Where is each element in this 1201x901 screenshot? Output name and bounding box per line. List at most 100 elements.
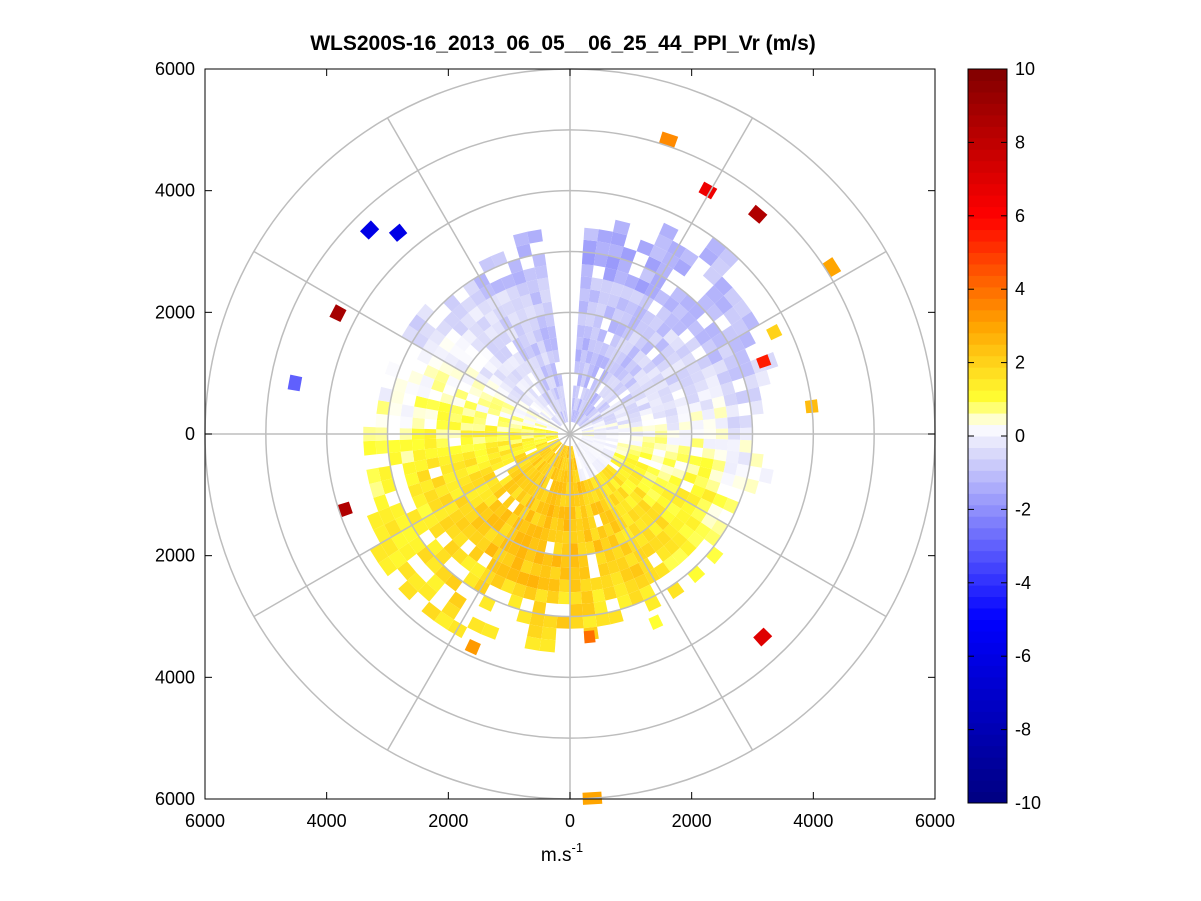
velocity-cell (452, 531, 469, 548)
velocity-cell (502, 402, 516, 412)
velocity-cell (755, 370, 771, 387)
velocity-cell (469, 495, 484, 509)
velocity-cell (725, 450, 740, 464)
velocity-cell (553, 374, 560, 388)
velocity-cell (600, 452, 613, 462)
velocity-cell (629, 491, 643, 504)
velocity-cell (443, 352, 459, 368)
velocity-cell (592, 420, 605, 427)
velocity-cell (491, 532, 506, 548)
velocity-cell (369, 543, 389, 564)
velocity-cell (448, 591, 467, 610)
velocity-cell (615, 502, 628, 517)
velocity-cell (575, 349, 582, 362)
velocity-cell (530, 498, 541, 512)
velocity-cell (546, 426, 559, 432)
velocity-cell (675, 487, 691, 501)
velocity-cell (449, 487, 465, 501)
velocity-cell (674, 460, 689, 472)
velocity-cell (694, 379, 709, 393)
velocity-cell (556, 386, 563, 399)
velocity-cell (515, 403, 528, 413)
velocity-cell (593, 438, 606, 443)
velocity-cell (408, 370, 424, 386)
velocity-cell (452, 320, 469, 337)
velocity-cell (539, 326, 550, 341)
velocity-cell (557, 398, 564, 412)
velocity-cell (575, 518, 584, 532)
velocity-cell (427, 354, 444, 370)
colorbar-band (968, 791, 1007, 804)
velocity-cell (682, 471, 698, 485)
velocity-cell (606, 435, 619, 440)
velocity-cell (454, 359, 470, 374)
velocity-cell (590, 277, 603, 292)
velocity-cell (620, 482, 634, 496)
velocity-cell (549, 337, 559, 351)
velocity-cell (461, 329, 477, 345)
colorbar-band (968, 252, 1007, 265)
colorbar-tick-label: 0 (1015, 426, 1025, 446)
velocity-cell (515, 308, 529, 323)
velocity-cell (718, 247, 739, 268)
velocity-cell (654, 423, 668, 431)
velocity-cell (577, 414, 586, 425)
velocity-cell (612, 455, 625, 465)
velocity-cell (705, 237, 727, 257)
velocity-cell (408, 482, 424, 498)
velocity-cell (546, 504, 555, 518)
velocity-cell (557, 373, 564, 387)
velocity-cell (485, 379, 500, 392)
velocity-cell (581, 517, 591, 531)
velocity-cell (462, 407, 476, 418)
velocity-cell (472, 423, 486, 431)
velocity-cell (677, 445, 691, 456)
velocity-cell (536, 514, 547, 528)
velocity-cell (471, 476, 486, 489)
velocity-cell (598, 404, 611, 414)
velocity-cell (580, 468, 587, 481)
velocity-cell (613, 219, 631, 236)
velocity-cell (468, 306, 485, 323)
velocity-cell (616, 486, 630, 500)
velocity-cell (595, 354, 605, 368)
velocity-cell (627, 474, 641, 487)
velocity-cell (505, 567, 521, 583)
velocity-cell (515, 545, 529, 560)
velocity-cell (571, 409, 576, 423)
velocity-cell (634, 320, 649, 336)
velocity-cell (654, 233, 673, 252)
velocity-cell (520, 534, 533, 549)
velocity-cell (584, 452, 594, 464)
velocity-cell (597, 291, 611, 306)
velocity-cell (561, 410, 567, 423)
y-tick-label: 2000 (155, 302, 195, 322)
velocity-cell (665, 351, 681, 366)
velocity-cell (600, 279, 614, 294)
velocity-cell (637, 374, 651, 387)
velocity-cell (570, 506, 576, 520)
velocity-cell (610, 400, 623, 410)
velocity-cell (612, 489, 625, 503)
velocity-cell (468, 386, 483, 398)
velocity-cell (592, 441, 605, 448)
velocity-cell (554, 414, 563, 425)
velocity-cell (617, 468, 631, 479)
velocity-cell (542, 301, 554, 315)
colorbar-band (968, 378, 1007, 391)
velocity-cell (459, 351, 475, 366)
velocity-cell (474, 501, 489, 516)
colorbar-band (968, 504, 1007, 517)
velocity-cell (509, 423, 523, 429)
velocity-cell (612, 403, 625, 413)
velocity-cell (633, 486, 647, 500)
velocity-cell (461, 523, 477, 539)
sparse-velocity-cell (698, 181, 718, 200)
velocity-cell (438, 455, 452, 467)
velocity-cell (576, 324, 586, 338)
velocity-cell (586, 363, 595, 377)
x-tick-label: 4000 (793, 811, 833, 831)
velocity-cell (653, 442, 667, 451)
velocity-cell (582, 435, 595, 439)
velocity-cell (587, 338, 597, 353)
